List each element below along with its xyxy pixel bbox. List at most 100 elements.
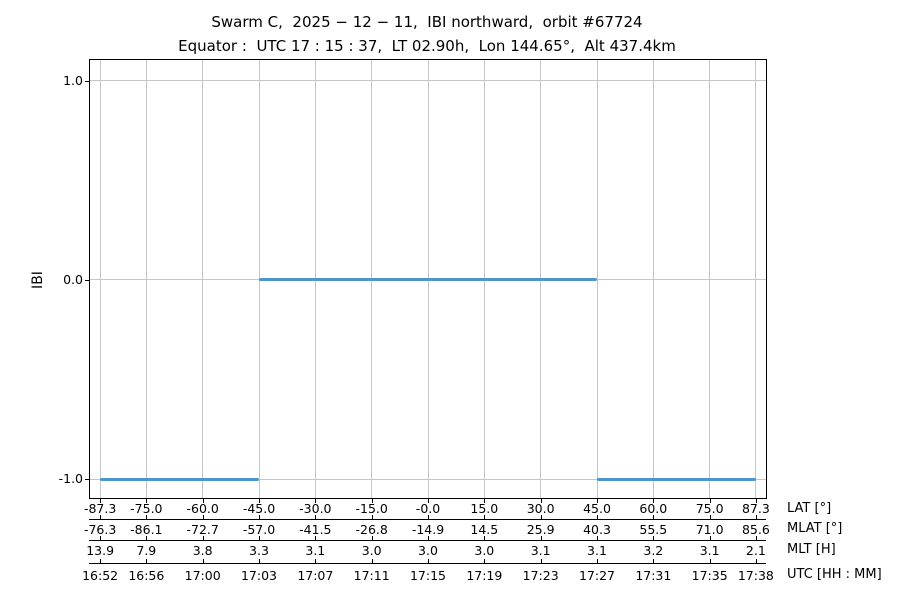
vertical-gridline <box>202 60 204 498</box>
x-row-tick-label: 15.0 <box>470 501 499 516</box>
x-row-tick-label: 3.0 <box>474 542 495 558</box>
x-row-tick-label: 3.2 <box>643 542 664 558</box>
x-row-tick-label: 14.5 <box>470 521 499 537</box>
x-row-tick-label: 3.8 <box>192 542 213 558</box>
x-row-tick-label: 2.1 <box>745 542 766 558</box>
x-row-tick-label: 17:19 <box>466 567 503 583</box>
x-row-tick-label: 17:35 <box>691 567 728 583</box>
x-row-tick-label: 13.9 <box>86 542 115 558</box>
x-row-unit-label: MLAT [°] <box>787 521 843 536</box>
x-row-separator-line <box>89 518 766 520</box>
x-row-tick-mark <box>540 558 542 563</box>
x-tick-mark <box>315 499 317 503</box>
x-tick-mark <box>202 499 204 503</box>
x-row-tick-mark <box>709 535 711 540</box>
x-row-tick-label: 17:11 <box>353 567 390 583</box>
x-row-tick-label: -60.0 <box>186 501 219 516</box>
x-row-tick-label: 3.1 <box>587 542 607 558</box>
x-row-tick-mark <box>428 535 429 540</box>
x-row-tick-mark <box>146 514 148 519</box>
x-row-tick-label: 71.0 <box>695 521 724 537</box>
x-row-tick-mark <box>202 514 204 519</box>
x-row-tick-label: -86.1 <box>130 521 163 537</box>
x-row-tick-mark <box>540 535 542 540</box>
x-row-tick-label: 3.3 <box>249 542 269 558</box>
x-row-tick-label: 85.6 <box>741 521 770 537</box>
y-tick-label: 1.0 <box>63 72 83 88</box>
x-row-tick-label: -41.5 <box>299 521 332 537</box>
x-row-tick-mark <box>597 514 598 519</box>
x-row-tick-label: 17:00 <box>184 567 221 583</box>
vertical-gridline <box>755 60 757 498</box>
x-tick-mark <box>709 499 711 503</box>
x-tick-mark <box>755 499 757 503</box>
x-row-tick-mark <box>202 535 204 540</box>
x-row-tick-mark <box>202 558 204 563</box>
x-row-tick-mark <box>146 535 148 540</box>
x-row-tick-mark <box>371 514 373 519</box>
x-row-tick-label: -76.3 <box>83 521 117 537</box>
x-row-tick-mark <box>484 558 486 563</box>
x-row-tick-label: 75.0 <box>695 501 724 516</box>
x-row-tick-label: 17:15 <box>409 567 447 583</box>
x-row-tick-mark <box>146 558 148 563</box>
x-row-tick-label: 7.9 <box>136 542 157 558</box>
chart-subtitle: Equator : UTC 17 : 15 : 37, LT 02.90h, L… <box>178 37 676 55</box>
x-row-tick-label: 17:03 <box>240 567 278 583</box>
x-row-tick-mark <box>315 535 317 540</box>
x-row-tick-label: -26.8 <box>355 521 388 537</box>
ibi-line-segment <box>597 477 756 481</box>
x-tick-mark <box>653 499 655 503</box>
x-row-tick-label: 3.1 <box>530 542 551 558</box>
x-row-tick-mark <box>259 514 260 519</box>
y-tick-mark <box>85 80 89 82</box>
vertical-gridline <box>99 60 101 498</box>
x-row-tick-label: -0.0 <box>415 501 441 516</box>
x-row-tick-label: 87.3 <box>741 501 770 516</box>
x-row-tick-mark <box>315 514 317 519</box>
x-row-tick-mark <box>484 535 486 540</box>
x-row-tick-mark <box>709 514 711 519</box>
x-row-unit-label: UTC [HH : MM] <box>787 567 882 582</box>
y-tick-label: 0.0 <box>63 271 83 287</box>
x-row-tick-label: 3.1 <box>305 542 326 558</box>
x-row-unit-label: LAT [°] <box>787 500 832 516</box>
x-row-tick-mark <box>484 514 486 519</box>
x-row-tick-label: -30.0 <box>299 501 332 516</box>
x-row-tick-label: -57.0 <box>242 521 276 537</box>
x-row-tick-label: 17:27 <box>578 567 616 583</box>
x-row-tick-mark <box>597 535 598 540</box>
x-row-tick-mark <box>100 535 102 540</box>
x-tick-mark <box>371 499 373 503</box>
x-row-tick-mark <box>597 558 598 563</box>
x-row-tick-label: -72.7 <box>186 521 219 537</box>
vertical-gridline <box>145 60 147 498</box>
x-row-tick-mark <box>315 558 317 563</box>
x-row-tick-label: -75.0 <box>130 501 163 516</box>
ibi-line-segment <box>100 477 259 481</box>
x-row-tick-label: 55.5 <box>639 521 668 537</box>
x-row-separator-line <box>89 562 766 564</box>
x-row-tick-mark <box>653 535 655 540</box>
x-row-tick-label: 40.3 <box>583 521 611 537</box>
vertical-gridline <box>709 60 711 498</box>
x-row-tick-mark <box>100 514 102 519</box>
x-tick-mark <box>540 499 542 503</box>
y-tick-mark <box>85 279 89 281</box>
y-tick-label: -1.0 <box>58 471 83 487</box>
x-row-tick-label: -14.9 <box>411 521 445 537</box>
x-row-tick-label: 17:23 <box>522 567 559 583</box>
x-row-tick-label: 17:07 <box>297 567 334 583</box>
x-row-tick-mark <box>371 558 373 563</box>
vertical-gridline <box>652 60 654 498</box>
x-row-tick-label: -87.3 <box>83 501 117 516</box>
chart-title: Swarm C, 2025 − 12 − 11, IBI northward, … <box>211 13 643 31</box>
x-row-tick-mark <box>755 514 757 519</box>
x-tick-mark <box>259 499 260 503</box>
x-tick-mark <box>484 499 486 503</box>
x-row-tick-mark <box>653 514 655 519</box>
plot-area <box>89 59 767 499</box>
x-row-tick-label: 3.0 <box>361 542 382 558</box>
x-tick-mark <box>100 499 102 503</box>
